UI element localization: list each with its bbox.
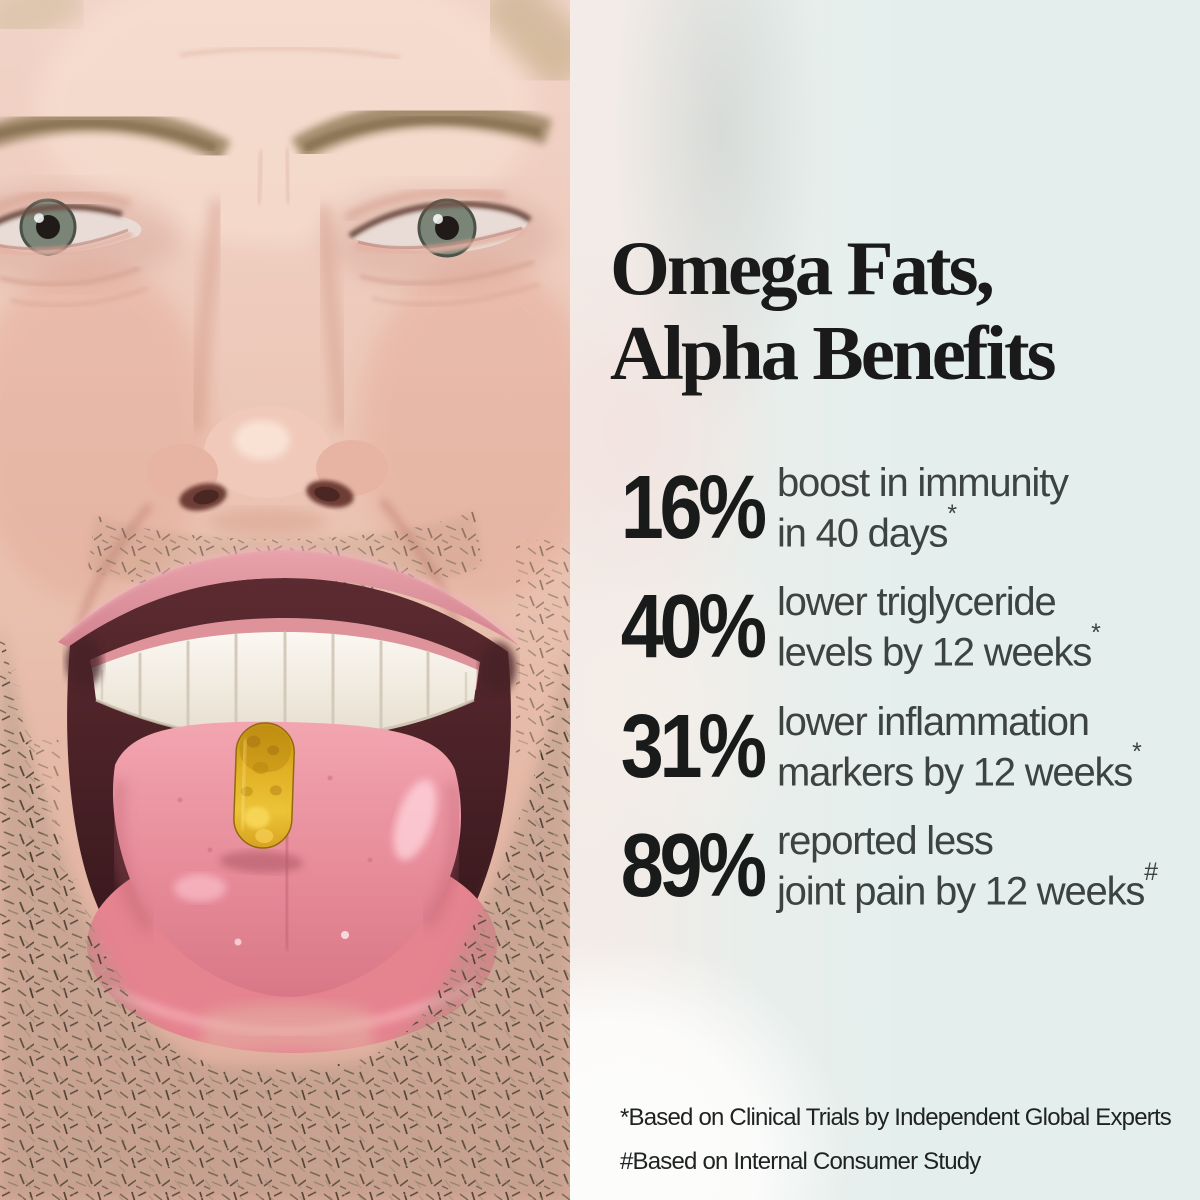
capsule: [219, 722, 304, 874]
eyebrow-left: [0, 107, 231, 163]
footnote-consumer-study: #Based on Internal Consumer Study: [620, 1148, 981, 1175]
stat-row-triglyceride: 40% lower triglyceride levels by 12 week…: [600, 581, 1158, 673]
footnote-mark: *: [947, 500, 958, 528]
stat-description-line2: joint pain by 12 weeks#: [777, 858, 1158, 914]
info-panel: Omega Fats, Alpha Benefits 16% boost in …: [570, 0, 1200, 1200]
stat-row-immunity: 16% boost in immunity in 40 days*: [600, 462, 1158, 554]
headline-line2: Alpha Benefits: [610, 310, 1057, 396]
beard-stubble: [0, 540, 570, 1200]
stat-value: 31%: [620, 696, 767, 797]
portrait-illustration: [0, 0, 570, 1200]
headline: Omega Fats, Alpha Benefits: [610, 225, 1057, 396]
portrait-photo: [0, 0, 570, 1200]
stat-description-line1: lower triglyceride: [777, 580, 1057, 625]
stat-value: 16%: [620, 458, 767, 559]
nose: [146, 147, 388, 536]
stat-description-line2: in 40 days*: [777, 500, 958, 556]
stat-value: 89%: [620, 816, 767, 917]
stats-list: 16% boost in immunity in 40 days* 40% lo…: [600, 462, 1158, 912]
upper-lip: [58, 545, 518, 647]
stat-description-line2: levels by 12 weeks*: [777, 619, 1101, 675]
gums: [90, 618, 480, 690]
footnotes: *Based on Clinical Trials by Independent…: [620, 1096, 1172, 1184]
teeth: [92, 631, 478, 742]
eyebrow-right: [291, 101, 552, 162]
mouth: [66, 578, 516, 1053]
stat-description-line1: reported less: [777, 818, 994, 863]
footnote-mark: #: [1144, 858, 1158, 886]
stat-description-line1: boost in immunity: [777, 461, 1069, 505]
stat-description: reported less joint pain by 12 weeks#: [777, 820, 1158, 912]
stat-description: boost in immunity in 40 days*: [777, 461, 1069, 556]
footnote-mark: *: [1091, 619, 1101, 647]
stat-description-line2: markers by 12 weeks*: [777, 739, 1142, 794]
stat-value: 40%: [620, 577, 767, 678]
eye-left: [0, 189, 149, 307]
stat-row-inflammation: 31% lower inflammation markers by 12 wee…: [600, 701, 1158, 793]
stat-row-joint-pain: 89% reported less joint pain by 12 weeks…: [600, 820, 1158, 912]
footnote-mark: *: [1132, 739, 1142, 767]
stat-description-line1: lower inflammation: [777, 699, 1090, 744]
footnote-clinical-trials: *Based on Clinical Trials by Independent…: [620, 1104, 1172, 1131]
stat-description: lower inflammation markers by 12 weeks*: [777, 701, 1142, 793]
eye-right: [344, 188, 541, 306]
headline-line1: Omega Fats,: [610, 225, 995, 311]
hair: [0, 0, 570, 96]
stat-description: lower triglyceride levels by 12 weeks*: [777, 581, 1101, 673]
